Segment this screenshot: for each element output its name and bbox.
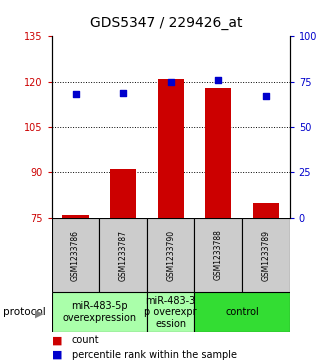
Text: ▶: ▶ <box>35 309 44 319</box>
Text: GSM1233789: GSM1233789 <box>261 229 270 281</box>
Point <box>168 79 173 85</box>
Bar <box>147 218 194 292</box>
Text: ■: ■ <box>52 350 62 360</box>
Text: percentile rank within the sample: percentile rank within the sample <box>72 350 236 360</box>
Bar <box>99 218 147 292</box>
Point <box>263 93 268 99</box>
Point <box>215 77 221 83</box>
Text: GSM1233790: GSM1233790 <box>166 229 175 281</box>
Text: GSM1233786: GSM1233786 <box>71 229 80 281</box>
Bar <box>194 218 242 292</box>
Text: GSM1233787: GSM1233787 <box>119 229 128 281</box>
Bar <box>158 79 184 218</box>
Bar <box>147 292 194 332</box>
Bar <box>205 88 231 218</box>
Text: miR-483-3
p overexpr
ession: miR-483-3 p overexpr ession <box>144 295 197 329</box>
Bar <box>253 203 279 218</box>
Bar <box>52 218 99 292</box>
Text: count: count <box>72 335 99 346</box>
Bar <box>110 170 136 218</box>
Bar <box>242 218 290 292</box>
Text: control: control <box>225 307 259 317</box>
Text: GSM1233788: GSM1233788 <box>214 229 223 281</box>
Text: protocol: protocol <box>3 307 46 317</box>
Point <box>73 91 78 97</box>
Bar <box>63 215 89 218</box>
Bar <box>52 292 147 332</box>
Text: miR-483-5p
overexpression: miR-483-5p overexpression <box>62 301 136 323</box>
Text: ■: ■ <box>52 335 62 346</box>
Point <box>121 90 126 95</box>
Bar <box>194 292 290 332</box>
Text: GDS5347 / 229426_at: GDS5347 / 229426_at <box>90 16 243 30</box>
